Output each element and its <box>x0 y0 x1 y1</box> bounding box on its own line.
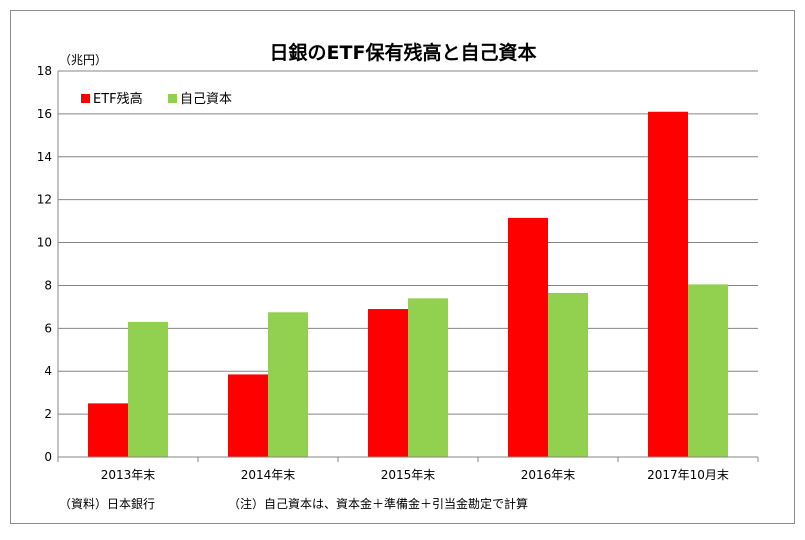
x-tick-label: 2016年末 <box>521 468 576 482</box>
y-tick-label: 2 <box>44 407 52 421</box>
y-tick-label: 18 <box>37 64 52 78</box>
chart-title: 日銀のETF保有残高と自己資本 <box>270 41 537 64</box>
bar-etf <box>88 403 128 457</box>
legend-label: ETF残高 <box>93 91 143 107</box>
legend: ETF残高 自己資本 <box>81 91 232 107</box>
bars <box>88 111 728 457</box>
y-tick-label: 4 <box>44 364 52 378</box>
bar-capital <box>548 292 588 457</box>
y-tick-label: 14 <box>37 150 52 164</box>
bar-capital <box>688 284 728 457</box>
y-tick-label: 0 <box>44 450 52 464</box>
y-tick-label: 6 <box>44 321 52 335</box>
y-tick-label: 12 <box>37 193 52 207</box>
legend-swatch <box>168 94 177 103</box>
legend-label: 自己資本 <box>180 92 232 107</box>
gridlines <box>58 70 758 458</box>
x-axis <box>57 71 759 462</box>
chart-frame: 日銀のETF保有残高と自己資本 （兆円） 0 2 4 6 8 10 12 14 16 18 201… <box>10 10 795 524</box>
bar-capital <box>128 321 168 457</box>
y-tick-label: 16 <box>37 107 52 121</box>
bar-chart: 日銀のETF保有残高と自己資本 （兆円） 0 2 4 6 8 10 12 14 16 18 201… <box>37 41 759 511</box>
x-tick-label: 2017年10月末 <box>647 468 729 482</box>
bar-etf <box>228 374 268 457</box>
bar-etf <box>368 309 408 457</box>
legend-swatch <box>81 94 90 103</box>
x-tick-label: 2013年末 <box>101 468 156 482</box>
y-tick-label: 10 <box>37 236 52 250</box>
x-tick-labels: 2013年末 2014年末 2015年末 2016年末 2017年10月末 <box>101 468 729 482</box>
bar-capital <box>408 298 448 457</box>
source-note: （資料）日本銀行 <box>59 497 155 511</box>
y-tick-labels: 0 2 4 6 8 10 12 14 16 18 <box>37 64 52 464</box>
y-unit-label: （兆円） <box>59 53 107 67</box>
bar-capital <box>268 312 308 457</box>
bar-etf <box>648 111 688 457</box>
x-tick-label: 2015年末 <box>381 468 436 482</box>
remark-note: （注）自己資本は、資本金＋準備金＋引当金勘定で計算 <box>228 496 528 511</box>
x-tick-label: 2014年末 <box>241 468 296 482</box>
y-tick-label: 8 <box>44 278 52 292</box>
bar-etf <box>508 217 548 457</box>
